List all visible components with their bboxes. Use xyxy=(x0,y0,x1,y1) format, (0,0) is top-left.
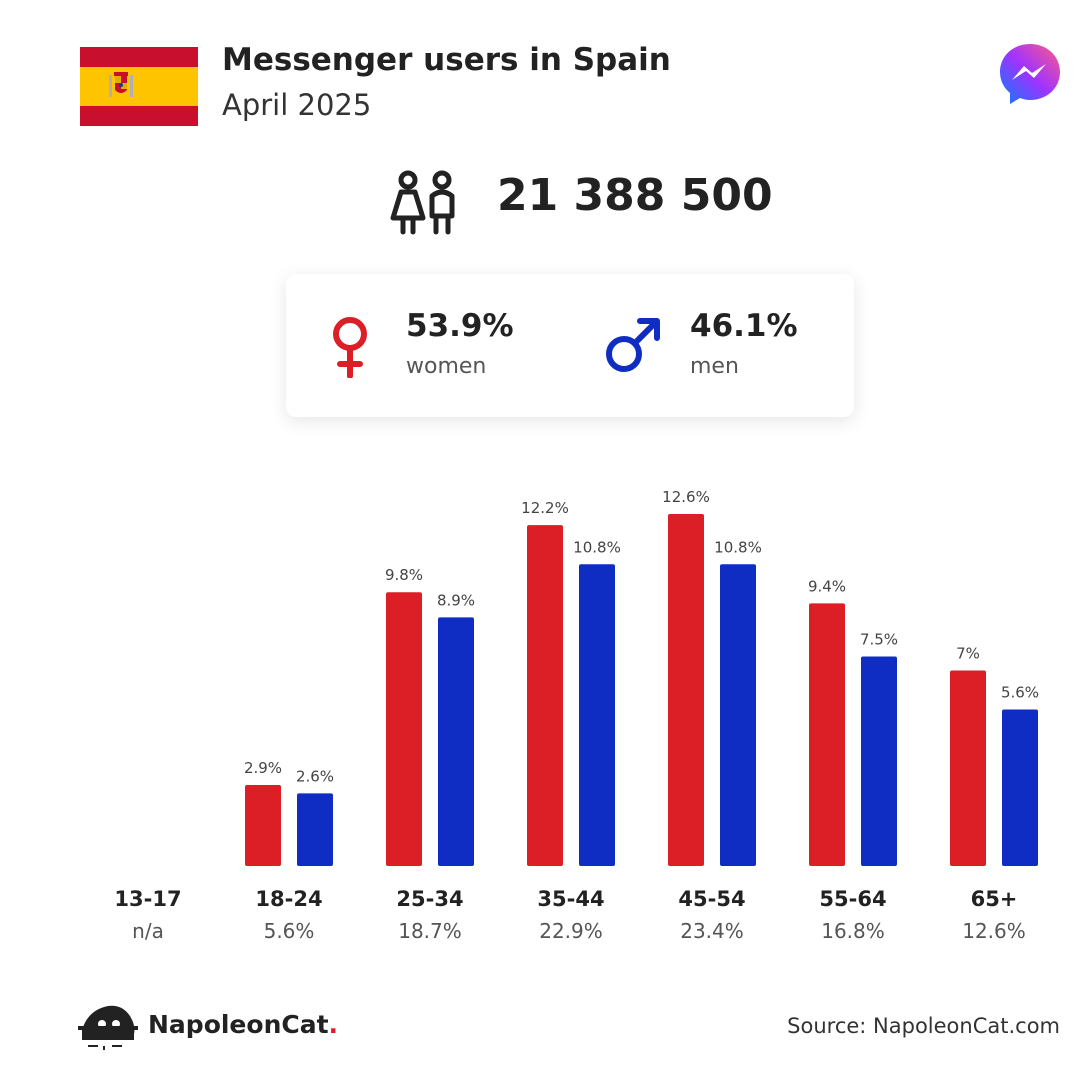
category-total-65+: 12.6% xyxy=(962,919,1026,943)
category-label-18-24: 18-24 xyxy=(255,887,322,911)
bar-men-55-64 xyxy=(861,656,897,866)
bar-women-25-34 xyxy=(386,592,422,866)
category-total-13-17: n/a xyxy=(132,919,164,943)
category-label-13-17: 13-17 xyxy=(114,887,181,911)
people-icon xyxy=(390,170,455,235)
bar-women-65+ xyxy=(950,670,986,866)
bar-men-18-24 xyxy=(297,793,333,866)
brand-name: NapoleonCat. xyxy=(148,1010,338,1039)
chart-subtitle: April 2025 xyxy=(222,88,372,122)
data-label-women-55-64: 9.4% xyxy=(808,577,846,595)
bar-women-55-64 xyxy=(809,603,845,866)
bar-men-35-44 xyxy=(579,564,615,866)
men-percent: 46.1% xyxy=(690,308,798,344)
data-label-men-65+: 5.6% xyxy=(1001,684,1039,702)
data-label-men-55-64: 7.5% xyxy=(860,630,898,648)
women-label: women xyxy=(406,354,487,379)
male-symbol-icon xyxy=(606,318,660,372)
category-total-45-54: 23.4% xyxy=(680,919,744,943)
napoleoncat-logo-icon xyxy=(78,1005,138,1050)
total-users: 21 388 500 xyxy=(497,170,773,221)
data-label-men-25-34: 8.9% xyxy=(437,591,475,609)
brand-name-text: NapoleonCat xyxy=(148,1010,329,1039)
bar-men-65+ xyxy=(1002,709,1038,866)
gender-card: 53.9% women 46.1% men xyxy=(286,274,854,417)
category-label-65+: 65+ xyxy=(971,887,1018,911)
category-label-55-64: 55-64 xyxy=(819,887,886,911)
source-text: Source: NapoleonCat.com xyxy=(787,1014,1060,1038)
brand-dot: . xyxy=(328,1010,339,1039)
bar-women-35-44 xyxy=(527,525,563,866)
data-label-men-18-24: 2.6% xyxy=(296,767,334,785)
spain-flag-icon xyxy=(80,47,198,126)
category-total-35-44: 22.9% xyxy=(539,919,603,943)
data-label-women-18-24: 2.9% xyxy=(244,759,282,777)
category-total-55-64: 16.8% xyxy=(821,919,885,943)
women-percent: 53.9% xyxy=(406,308,514,344)
category-total-18-24: 5.6% xyxy=(264,919,315,943)
men-label: men xyxy=(690,354,739,379)
age-gender-bar-chart: 13-17 n/a 2.9% 2.6% 18-24 5.6% 9.8% 8.9% 25-34 18… xyxy=(114,488,1039,943)
bar-men-25-34 xyxy=(438,617,474,866)
data-label-men-35-44: 10.8% xyxy=(573,538,621,556)
coat-of-arms-icon xyxy=(109,72,133,97)
data-label-women-45-54: 12.6% xyxy=(662,488,710,506)
category-label-25-34: 25-34 xyxy=(396,887,463,911)
data-label-women-65+: 7% xyxy=(956,644,980,662)
category-label-35-44: 35-44 xyxy=(537,887,604,911)
category-total-25-34: 18.7% xyxy=(398,919,462,943)
bar-women-18-24 xyxy=(245,784,281,866)
data-label-women-25-34: 9.8% xyxy=(385,566,423,584)
bar-men-45-54 xyxy=(720,564,756,866)
chart-title: Messenger users in Spain xyxy=(222,42,671,78)
bar-women-45-54 xyxy=(668,514,704,866)
data-label-men-45-54: 10.8% xyxy=(714,538,762,556)
female-symbol-icon xyxy=(333,317,367,378)
data-label-women-35-44: 12.2% xyxy=(521,499,569,517)
messenger-logo-icon xyxy=(1000,44,1060,104)
category-label-45-54: 45-54 xyxy=(678,887,745,911)
